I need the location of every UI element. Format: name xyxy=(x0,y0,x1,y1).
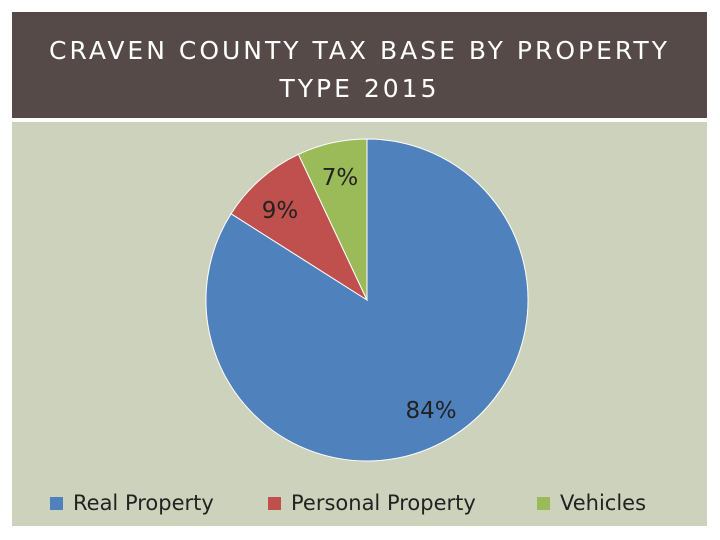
pie-slice-vehicles xyxy=(297,138,368,301)
legend-item-real-property: Real Property xyxy=(50,488,214,518)
pie-chart: 84% 9% 7% xyxy=(205,138,529,462)
title-bar: CRAVEN COUNTY TAX BASE BY PROPERTY TYPE … xyxy=(12,12,707,118)
title-line-2: TYPE 2015 xyxy=(279,74,440,103)
legend-label-real-property: Real Property xyxy=(73,491,214,515)
data-label-real-property: 84% xyxy=(405,398,456,424)
data-label-vehicles: 7% xyxy=(322,165,359,191)
legend-item-personal-property: Personal Property xyxy=(268,488,476,518)
pie-slice-personal-property xyxy=(230,153,369,302)
legend-label-vehicles: Vehicles xyxy=(560,491,647,515)
legend-swatch-vehicles xyxy=(537,496,550,510)
legend-item-vehicles: Vehicles xyxy=(537,488,646,518)
data-label-personal-property: 9% xyxy=(262,198,299,224)
legend-swatch-real-property xyxy=(50,496,63,510)
title-line-1: CRAVEN COUNTY TAX BASE BY PROPERTY xyxy=(49,36,670,65)
chart-area: 84% 9% 7% Real Property Personal Property … xyxy=(12,122,707,526)
legend-label-personal-property: Personal Property xyxy=(291,491,476,515)
legend: Real Property Personal Property Vehicles xyxy=(12,488,707,518)
legend-swatch-personal-property xyxy=(268,496,281,510)
chart-title: CRAVEN COUNTY TAX BASE BY PROPERTY TYPE … xyxy=(12,32,707,108)
